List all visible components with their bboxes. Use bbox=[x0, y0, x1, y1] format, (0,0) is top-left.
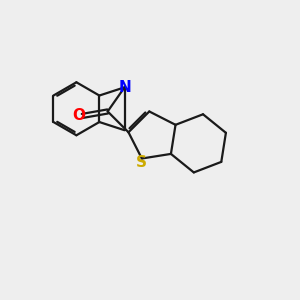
Text: O: O bbox=[73, 109, 86, 124]
Text: N: N bbox=[119, 80, 131, 95]
Text: S: S bbox=[136, 155, 147, 170]
